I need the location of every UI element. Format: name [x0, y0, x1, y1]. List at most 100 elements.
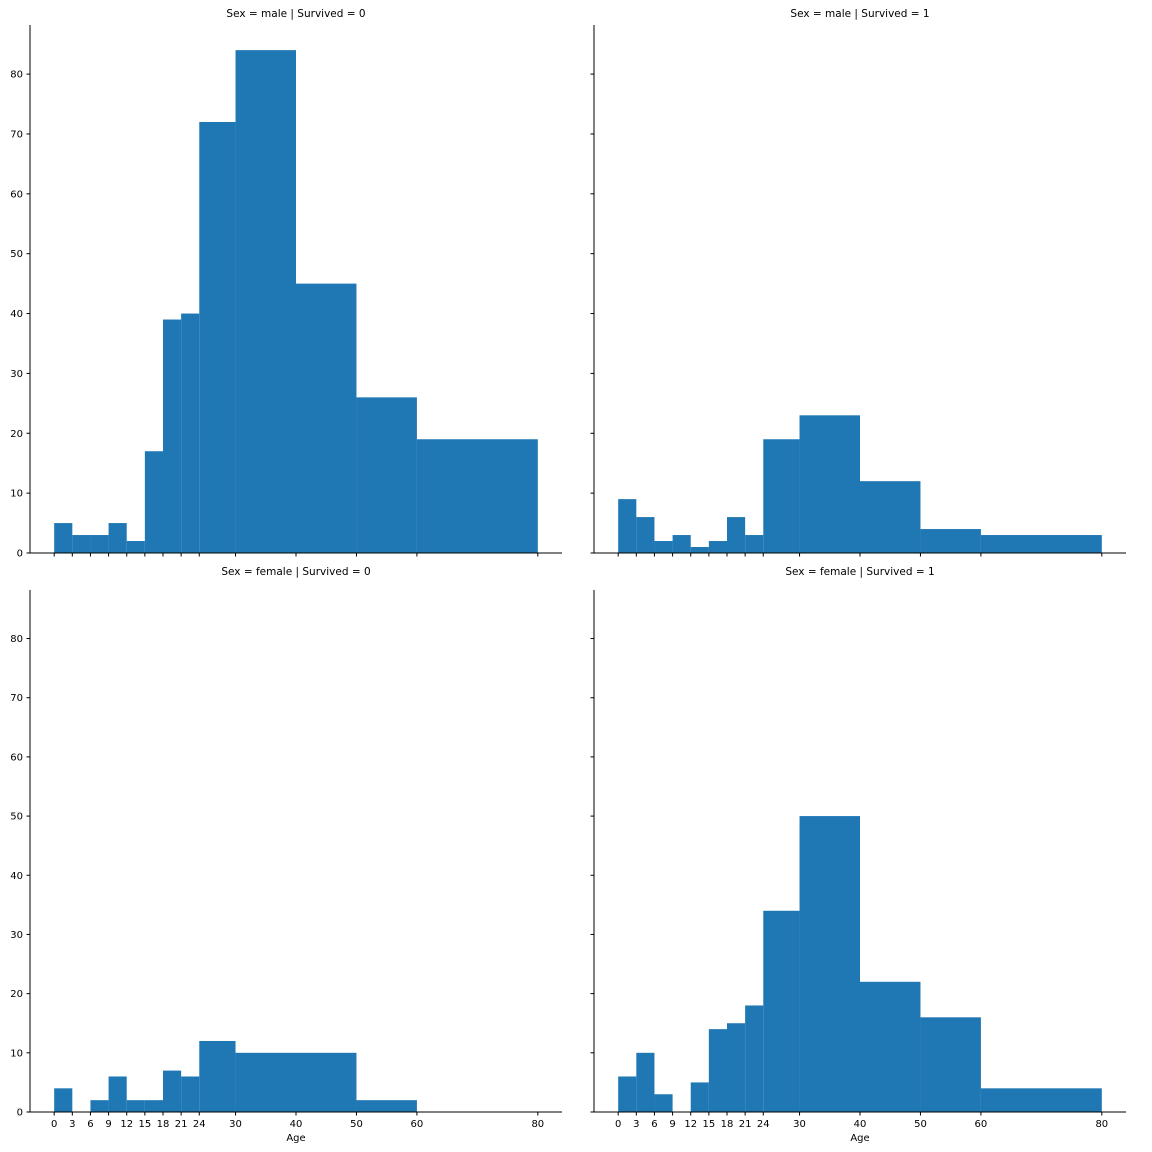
histogram-bar	[199, 121, 236, 554]
histogram-bar	[618, 499, 637, 553]
x-tick-label: 60	[975, 1119, 988, 1130]
y-tick-label: 40	[10, 871, 23, 882]
histogram-bar	[181, 1076, 200, 1112]
histogram-bar	[860, 481, 921, 553]
histogram-bar	[108, 523, 127, 553]
y-tick-label: 70	[10, 129, 23, 140]
x-tick-label: 6	[651, 1119, 657, 1130]
x-tick-label: 40	[290, 1119, 303, 1130]
y-tick-label: 60	[10, 752, 23, 763]
histogram-bar	[980, 535, 1102, 553]
histogram-bar	[126, 541, 145, 553]
x-tick-label: 3	[69, 1119, 75, 1130]
histogram-bar	[727, 517, 746, 553]
y-tick-label: 40	[10, 309, 23, 320]
y-tick-label: 50	[10, 249, 23, 260]
histogram-bar	[654, 541, 673, 553]
histogram-bar	[920, 529, 981, 553]
x-tick-label: 12	[120, 1119, 133, 1130]
x-tick-label: 0	[51, 1119, 57, 1130]
subplot-title-female-died: Sex = female | Survived = 0	[221, 566, 371, 578]
histogram-bar	[356, 1100, 417, 1112]
y-tick-label: 80	[10, 634, 23, 645]
x-tick-label: 80	[531, 1119, 544, 1130]
x-axis-label: Age	[850, 1133, 869, 1144]
x-tick-label: 80	[1095, 1119, 1108, 1130]
x-tick-label: 3	[633, 1119, 639, 1130]
histogram-bar	[690, 1082, 709, 1112]
y-tick-label: 10	[10, 1048, 23, 1059]
histogram-bar	[654, 1094, 673, 1112]
y-tick-label: 30	[10, 369, 23, 380]
x-tick-label: 30	[229, 1119, 242, 1130]
x-tick-label: 21	[739, 1119, 752, 1130]
histogram-bar	[181, 313, 200, 553]
histogram-bar	[708, 541, 727, 553]
x-tick-label: 50	[350, 1119, 363, 1130]
histogram-bar	[860, 981, 921, 1112]
histogram-bar	[235, 1052, 296, 1112]
histogram-bar	[296, 283, 357, 553]
x-tick-label: 18	[157, 1119, 170, 1130]
histogram-bar	[672, 535, 691, 553]
histogram-bar	[745, 535, 764, 553]
x-axis-label: Age	[286, 1133, 305, 1144]
y-tick-label: 0	[17, 549, 23, 560]
x-tick-label: 12	[684, 1119, 697, 1130]
histogram-bar	[745, 1005, 764, 1112]
x-tick-label: 24	[193, 1119, 206, 1130]
histogram-bar	[126, 1100, 145, 1112]
y-tick-label: 0	[17, 1108, 23, 1119]
histogram-bar	[763, 910, 800, 1112]
histogram-bar	[235, 50, 296, 554]
histogram-bar	[799, 816, 860, 1112]
histogram-bar	[199, 1040, 236, 1112]
histogram-bar	[108, 1076, 127, 1112]
x-tick-label: 15	[702, 1119, 715, 1130]
histogram-bar	[980, 1088, 1102, 1112]
histogram-bar	[727, 1023, 746, 1112]
histogram-bar	[90, 1100, 109, 1112]
y-tick-label: 80	[10, 70, 23, 81]
subplot-title-male-died: Sex = male | Survived = 0	[226, 8, 366, 20]
x-tick-label: 21	[175, 1119, 188, 1130]
y-tick-label: 30	[10, 930, 23, 941]
histogram-bar	[163, 319, 182, 553]
y-tick-label: 20	[10, 989, 23, 1000]
histogram-bar	[636, 517, 655, 553]
histogram-bar	[416, 439, 538, 553]
histogram-bar	[54, 1088, 73, 1112]
histogram-bar	[144, 451, 163, 553]
y-tick-label: 20	[10, 429, 23, 440]
x-tick-label: 24	[757, 1119, 770, 1130]
histogram-bar	[296, 1052, 357, 1112]
x-tick-label: 50	[914, 1119, 927, 1130]
histogram-bar	[636, 1052, 655, 1112]
histogram-bar	[54, 523, 73, 553]
x-tick-label: 9	[105, 1119, 111, 1130]
x-tick-label: 0	[615, 1119, 621, 1130]
x-tick-label: 40	[854, 1119, 867, 1130]
x-tick-label: 6	[87, 1119, 93, 1130]
histogram-bar	[920, 1017, 981, 1112]
histogram-bar	[618, 1076, 637, 1112]
histogram-bar	[356, 397, 417, 553]
x-tick-label: 15	[138, 1119, 151, 1130]
histogram-bar	[144, 1100, 163, 1112]
histogram-bar	[90, 535, 109, 553]
histogram-bar	[708, 1029, 727, 1112]
y-tick-label: 10	[10, 489, 23, 500]
x-tick-label: 18	[721, 1119, 734, 1130]
y-tick-label: 70	[10, 693, 23, 704]
subplot-title-female-survived: Sex = female | Survived = 1	[785, 566, 935, 578]
x-tick-label: 9	[669, 1119, 675, 1130]
histogram-bar	[690, 547, 709, 553]
x-tick-label: 60	[411, 1119, 424, 1130]
x-tick-label: 30	[793, 1119, 806, 1130]
histogram-bar	[799, 415, 860, 553]
histogram-bar	[763, 439, 800, 553]
subplot-title-male-survived: Sex = male | Survived = 1	[790, 8, 930, 20]
histogram-bar	[72, 535, 91, 553]
